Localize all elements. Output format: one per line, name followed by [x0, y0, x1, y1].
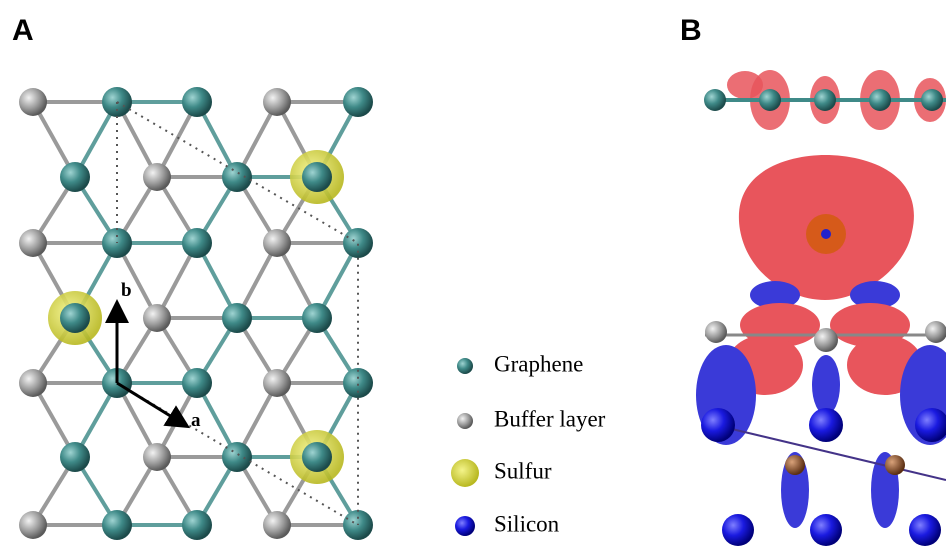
atom: [263, 369, 291, 397]
atom: [60, 303, 90, 333]
atom: [821, 229, 831, 239]
legend-marker: [457, 413, 473, 429]
atom: [222, 442, 252, 472]
lobe: [850, 281, 900, 309]
atom: [785, 455, 805, 475]
atom: [143, 443, 171, 471]
legend-label: Sulfur: [494, 458, 552, 483]
atom: [19, 88, 47, 116]
charge-density: [696, 70, 946, 546]
atom: [302, 303, 332, 333]
legend: Graphene Buffer layer Sulfur Silicon: [451, 351, 606, 536]
bond: [714, 424, 946, 481]
atom: [19, 229, 47, 257]
atom: [701, 408, 735, 442]
atom: [182, 228, 212, 258]
atom: [302, 162, 332, 192]
atom: [814, 328, 838, 352]
atom: [263, 229, 291, 257]
legend-label: Buffer layer: [494, 406, 606, 431]
atom: [809, 408, 843, 442]
atom: [143, 304, 171, 332]
legend-marker: [455, 516, 475, 536]
cell-edge: [116, 101, 359, 526]
lobe: [750, 281, 800, 309]
atom: [722, 514, 754, 546]
atom: [925, 321, 946, 343]
atom: [869, 89, 891, 111]
unit-cell: [116, 101, 359, 526]
atom: [19, 369, 47, 397]
panel-label: B: [680, 14, 702, 47]
atom: [814, 89, 836, 111]
atom: [915, 408, 946, 442]
atom: [263, 88, 291, 116]
atom: [810, 514, 842, 546]
atom: [19, 511, 47, 539]
panel-label: A: [12, 14, 34, 47]
legend-label: Graphene: [494, 351, 583, 376]
atom: [102, 510, 132, 540]
lobe: [812, 355, 840, 415]
atom: [222, 303, 252, 333]
atom: [921, 89, 943, 111]
legend-marker: [457, 358, 473, 374]
atom: [222, 162, 252, 192]
atom: [705, 321, 727, 343]
atom: [343, 368, 373, 398]
lattice-vectors: [105, 299, 191, 429]
atom: [60, 162, 90, 192]
atom: [302, 442, 332, 472]
atom: [343, 87, 373, 117]
atom: [759, 89, 781, 111]
vector-label: a: [191, 410, 201, 431]
atom: [263, 511, 291, 539]
lattice: [19, 87, 373, 540]
atom: [909, 514, 941, 546]
atom: [60, 442, 90, 472]
vector-label: b: [121, 280, 132, 301]
legend-marker: [451, 459, 479, 487]
vector-a: [116, 381, 191, 429]
atom: [885, 455, 905, 475]
atom: [182, 368, 212, 398]
atom: [704, 89, 726, 111]
atom: [343, 228, 373, 258]
atom: [182, 87, 212, 117]
atom: [182, 510, 212, 540]
atom: [143, 163, 171, 191]
legend-label: Silicon: [494, 511, 560, 536]
